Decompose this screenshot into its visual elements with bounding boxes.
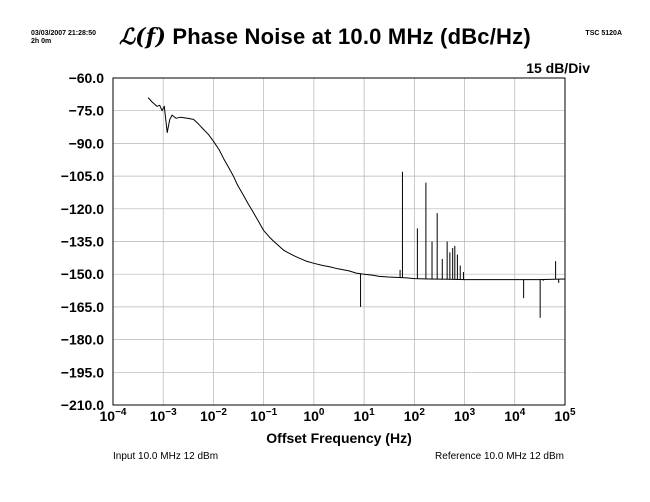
- y-tick-label: −60.0: [69, 70, 105, 86]
- x-tick-label: 10−3: [150, 407, 177, 424]
- x-tick-label: 102: [404, 407, 426, 424]
- x-axis-label: Offset Frequency (Hz): [266, 430, 411, 446]
- y-tick-label: −210.0: [61, 397, 104, 413]
- x-tick-label: 10−1: [250, 407, 277, 424]
- phase-noise-trace: [147, 97, 566, 281]
- y-tick-label: −195.0: [61, 364, 104, 380]
- instrument-model: TSC 5120A: [585, 30, 622, 37]
- x-tick-label: 103: [454, 407, 476, 424]
- x-tick-label: 105: [554, 407, 576, 424]
- x-tick-label: 101: [354, 407, 376, 424]
- x-tick-label: 104: [504, 407, 526, 424]
- spurs: [360, 171, 560, 318]
- chart-title: ℒ(f) Phase Noise at 10.0 MHz (dBc/Hz): [0, 24, 650, 50]
- x-tick-label: 100: [303, 407, 325, 424]
- y-tick-label: −105.0: [61, 168, 104, 184]
- input-info: Input 10.0 MHz 12 dBm: [113, 451, 219, 462]
- scale-label: 15 dB/Div: [526, 60, 590, 76]
- y-axis: −60.0 −75.0 −90.0 −105.0 −120.0 −135.0 −150.0 −…: [61, 70, 104, 413]
- x-axis: 10−4 10−3 10−2 10−1 100 101 102 103 104 105: [100, 407, 577, 424]
- title-prefix: ℒ(f): [119, 24, 167, 50]
- y-tick-label: −165.0: [61, 299, 104, 315]
- measurement-duration: 2h 0m: [31, 38, 52, 45]
- y-tick-label: −135.0: [61, 234, 104, 250]
- timestamp: 03/03/2007 21:28:50: [31, 30, 96, 37]
- reference-info: Reference 10.0 MHz 12 dBm: [435, 451, 564, 462]
- x-tick-label: 10−2: [200, 407, 227, 424]
- y-tick-label: −75.0: [69, 103, 105, 119]
- x-tick-label: 10−4: [100, 407, 127, 424]
- plot-frame: [112, 77, 566, 406]
- y-tick-label: −120.0: [61, 201, 104, 217]
- y-tick-label: −150.0: [61, 266, 104, 282]
- title-text: Phase Noise at 10.0 MHz (dBc/Hz): [172, 24, 531, 49]
- series: [147, 97, 566, 281]
- y-tick-label: −180.0: [61, 332, 104, 348]
- grid: [112, 77, 566, 406]
- y-tick-label: −90.0: [69, 135, 105, 151]
